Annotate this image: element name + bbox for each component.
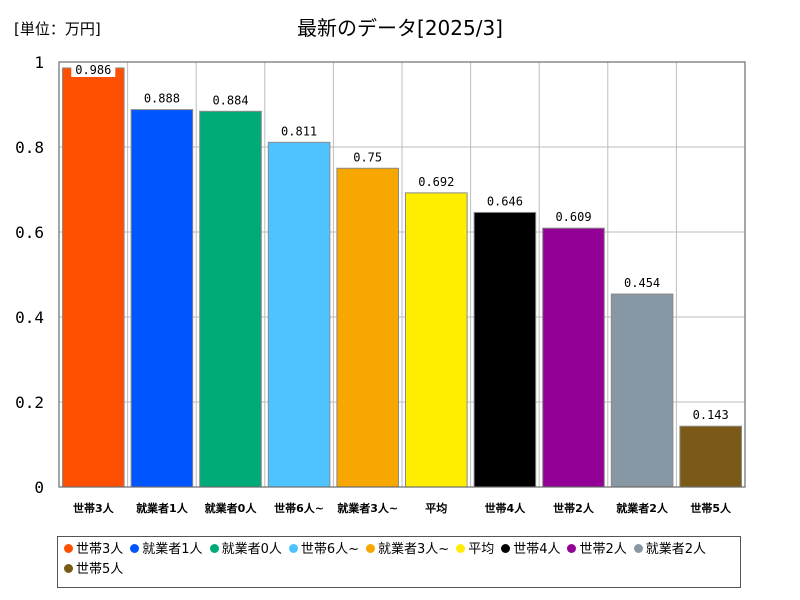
legend-marker <box>64 564 73 573</box>
legend-marker <box>64 544 73 553</box>
bar <box>473 211 537 488</box>
legend-item: 就業者2人 <box>633 540 707 560</box>
legend-marker <box>456 544 466 553</box>
value-label: 0.646 <box>487 194 523 208</box>
legend-item: 就業者1人 <box>130 540 203 560</box>
x-tick-label: 就業者1人 <box>136 501 189 515</box>
legend-item: 就業者3人~ <box>366 540 449 560</box>
legend-marker <box>130 544 140 553</box>
x-tick-label: 就業者0人 <box>205 501 258 515</box>
legend-label: 就業者3人~ <box>378 542 450 557</box>
legend-label: 平均 <box>468 542 495 557</box>
legend-item: 世帯6人~ <box>288 540 360 560</box>
bar <box>336 167 399 488</box>
x-tick-label: 世帯6人~ <box>274 501 324 515</box>
legend-label: 世帯4人 <box>513 542 561 557</box>
value-label: 0.143 <box>693 408 729 422</box>
legend-label: 世帯2人 <box>579 542 627 557</box>
x-tick-label: 世帯5人 <box>690 501 732 515</box>
value-label: 0.454 <box>624 276 660 290</box>
legend-marker <box>209 544 219 553</box>
plot-frame <box>58 61 746 488</box>
value-label: 0.811 <box>281 124 317 138</box>
bar <box>267 141 331 488</box>
y-tick-label: 1 <box>34 53 44 72</box>
legend-item: 世帯3人 <box>64 540 123 560</box>
legend-marker <box>501 544 511 553</box>
value-label: 0.884 <box>212 93 248 107</box>
legend-marker <box>366 544 376 553</box>
legend-label: 世帯3人 <box>76 542 124 557</box>
bar <box>130 109 194 488</box>
legend-item: 世帯5人 <box>64 560 123 580</box>
legend-item: 就業者0人 <box>209 540 282 560</box>
x-tick-label: 平均 <box>425 501 447 515</box>
legend-marker <box>288 544 298 553</box>
chart-legend: 世帯3人 就業者1人 就業者0人 世帯6人~ 就業者3人~ 平均 世帯4人 世帯2人 就業者2人… <box>57 536 741 588</box>
x-tick-label: 就業者2人 <box>616 501 669 515</box>
unit-label: [単位：万円] <box>14 20 101 38</box>
value-label: 0.692 <box>418 175 454 189</box>
value-label-background <box>71 63 116 77</box>
legend-label: 就業者2人 <box>645 542 707 557</box>
bar <box>679 425 743 488</box>
x-tick-label: 世帯4人 <box>485 501 527 515</box>
y-tick-label: 0 <box>34 478 44 497</box>
legend-marker <box>633 544 643 553</box>
y-tick-label: 0.4 <box>15 308 44 327</box>
legend-label: 就業者0人 <box>221 542 282 557</box>
bar <box>405 192 468 488</box>
y-tick-label: 0.8 <box>15 138 44 157</box>
y-tick-label: 0.6 <box>15 223 44 242</box>
legend-item: 平均 <box>456 540 494 560</box>
legend-item: 世帯2人 <box>567 540 627 560</box>
legend-label: 就業者1人 <box>142 542 203 557</box>
y-tick-label: 0.2 <box>15 393 44 412</box>
bar <box>199 110 262 488</box>
x-tick-label: 就業者3人~ <box>337 501 398 515</box>
value-label: 0.986 <box>75 63 111 77</box>
x-tick-label: 世帯2人 <box>553 501 595 515</box>
chart-title: 最新のデータ[2025/3] <box>297 16 503 40</box>
value-label: 0.75 <box>353 150 382 164</box>
legend-marker <box>567 544 577 553</box>
bar <box>62 67 125 488</box>
bar <box>542 227 605 488</box>
value-label: 0.888 <box>144 92 180 106</box>
legend-label: 世帯6人~ <box>300 542 360 557</box>
x-tick-label: 世帯3人 <box>73 501 115 515</box>
value-label: 0.609 <box>555 210 591 224</box>
legend-item: 世帯4人 <box>501 540 560 560</box>
bar <box>610 293 674 488</box>
legend-label: 世帯5人 <box>76 562 124 577</box>
